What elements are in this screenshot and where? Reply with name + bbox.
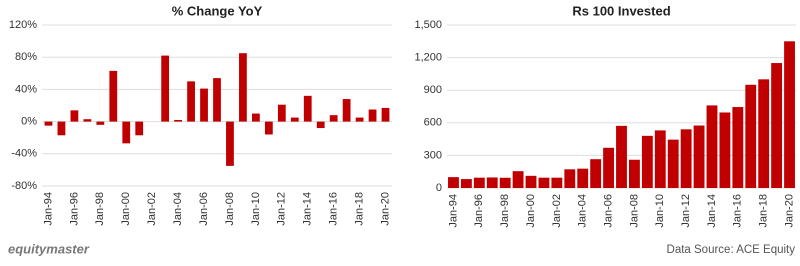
y-tick-label: 1,200 [414,52,442,64]
bar [96,121,105,125]
x-tick-label: Jan-14 [706,194,718,228]
y-tick-label: 80% [15,51,37,63]
bar [213,78,221,122]
x-tick-label: Jan-98 [499,194,511,228]
bar [564,169,576,188]
bar [109,70,118,122]
x-tick-label: Jan-04 [172,192,184,226]
y-tick-label: 900 [424,84,442,96]
x-tick-label: Jan-18 [353,192,365,226]
x-tick-label: Jan-16 [328,192,340,226]
bar [706,105,718,188]
x-tick-label: Jan-06 [602,194,614,228]
bar [784,41,795,188]
x-tick-label: Jan-08 [224,192,236,226]
bar [641,135,653,188]
bar [303,95,312,122]
chart-title: % Change YoY [172,3,263,18]
bar [499,177,511,188]
x-tick-label: Jan-94 [447,194,459,228]
bar [771,63,783,188]
bar [512,171,524,188]
bar [277,104,286,122]
bar [226,121,234,166]
y-tick-label: -40% [11,148,37,160]
y-tick-label: 120% [9,19,37,31]
x-tick-label: Jan-12 [680,194,692,228]
bar [745,84,757,188]
bar [83,119,92,122]
x-tick-label: Jan-10 [654,194,666,228]
bar [174,119,182,122]
x-tick-label: Jan-02 [551,194,563,228]
y-tick-label: 0% [21,116,37,128]
bar [616,125,627,188]
bar [252,113,260,122]
bar [187,81,195,122]
bar [654,130,666,188]
bar [551,177,563,188]
bar [460,179,472,188]
bar [355,117,364,122]
bar [538,177,550,188]
x-tick-label: Jan-94 [42,192,54,226]
x-tick-label: Jan-18 [758,194,770,228]
bar [590,159,602,188]
x-tick-label: Jan-08 [628,194,640,228]
bar [486,177,498,188]
bar [758,79,770,188]
y-tick-label: -80% [11,180,37,192]
x-tick-label: Jan-14 [302,192,314,226]
bar [44,121,53,126]
bar [57,121,66,136]
x-tick-label: Jan-02 [146,192,158,226]
bar [70,110,79,122]
bar [693,125,705,188]
bar [719,112,731,188]
x-tick-label: Jan-20 [379,192,391,226]
x-tick-label: Jan-00 [525,194,537,228]
y-tick-label: 0 [436,182,442,194]
bar [525,175,537,188]
bar [342,99,351,122]
x-tick-label: Jan-16 [732,194,744,228]
bar [680,129,692,188]
bar [732,107,744,188]
bar [239,53,247,122]
x-tick-label: Jan-98 [94,192,106,226]
x-tick-label: Jan-00 [120,192,132,226]
x-tick-label: Jan-96 [473,194,485,228]
bar [200,88,208,122]
x-tick-label: Jan-06 [198,192,210,226]
source: Data Source: ACE Equity [667,244,796,256]
brand: equitymaster [8,241,90,256]
bar [603,147,615,188]
bar [161,55,170,122]
y-tick-label: 300 [424,149,442,161]
chart-title: Rs 100 Invested [572,3,670,18]
bar [290,117,299,122]
y-tick-label: 1,500 [414,19,442,31]
x-tick-label: Jan-04 [577,194,589,228]
bar [329,115,338,122]
bar [628,159,640,188]
x-tick-label: Jan-96 [68,192,80,226]
bar [316,121,325,129]
bar [264,121,273,135]
y-tick-label: 600 [424,117,442,129]
bar [577,168,589,188]
bar [368,109,377,122]
x-tick-label: Jan-20 [783,194,795,228]
bar [473,177,485,188]
bar [135,121,144,136]
bar [122,121,131,144]
bar [448,177,459,188]
x-tick-label: Jan-12 [276,192,288,226]
x-tick-label: Jan-10 [250,192,262,226]
bar [381,107,390,122]
y-tick-label: 40% [15,83,37,95]
bar [667,139,679,188]
